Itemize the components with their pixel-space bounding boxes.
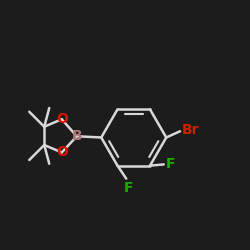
Text: Br: Br (182, 122, 199, 136)
Text: F: F (166, 158, 175, 172)
Text: O: O (56, 112, 68, 126)
Text: B: B (72, 129, 82, 143)
Text: F: F (123, 181, 133, 195)
Text: O: O (56, 146, 68, 160)
